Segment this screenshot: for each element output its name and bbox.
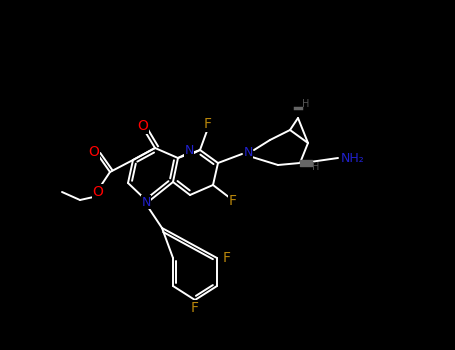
Text: F: F	[223, 251, 231, 265]
Text: H: H	[312, 162, 320, 172]
Text: O: O	[89, 145, 100, 159]
Text: F: F	[204, 117, 212, 131]
Text: N: N	[243, 146, 253, 159]
Text: F: F	[191, 301, 199, 315]
Text: F: F	[229, 194, 237, 208]
Text: H: H	[302, 99, 310, 109]
Text: NH₂: NH₂	[341, 152, 365, 164]
Text: O: O	[137, 119, 148, 133]
Text: N: N	[184, 144, 194, 156]
Text: N: N	[142, 196, 151, 209]
Text: O: O	[92, 185, 103, 199]
